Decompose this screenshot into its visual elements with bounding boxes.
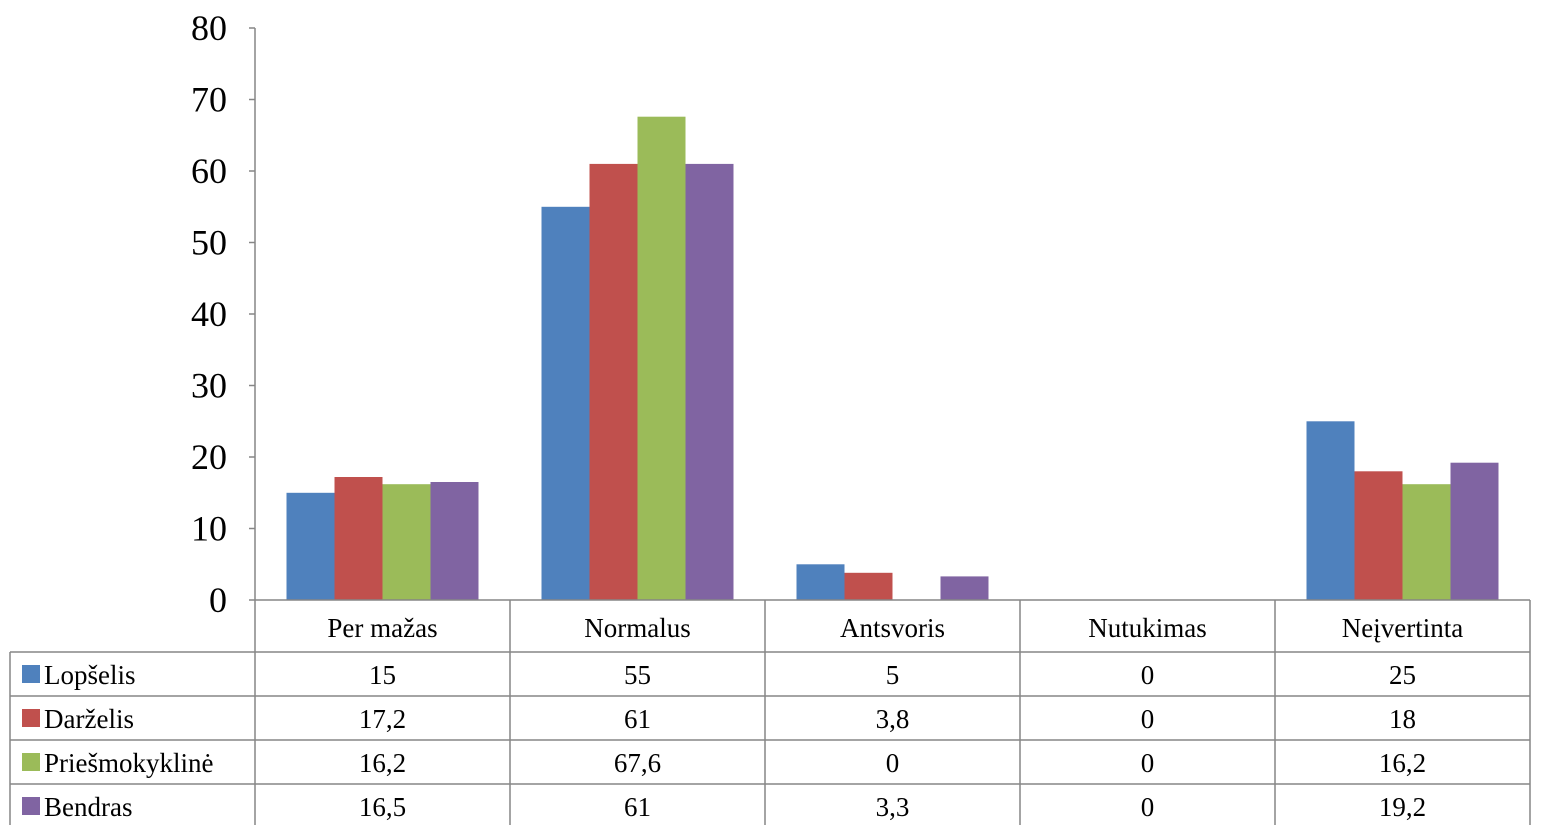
bar-priesmokykline-per-mazas (382, 484, 431, 600)
data-label: 61 (624, 704, 651, 734)
data-label: 25 (1389, 660, 1416, 690)
legend-key-bendras (22, 797, 40, 815)
bar-bendras-neivertinta (1450, 462, 1499, 600)
data-label: 16,2 (1379, 748, 1426, 778)
bar-priesmokykline-neivertinta (1402, 484, 1451, 600)
data-label: 17,2 (359, 704, 406, 734)
bar-darzelis-neivertinta (1354, 471, 1403, 600)
data-label: 3,8 (876, 704, 910, 734)
x-tick-label: Normalus (584, 613, 690, 643)
data-label: 19,2 (1379, 792, 1426, 822)
data-label: 67,6 (614, 748, 661, 778)
data-label: 0 (1141, 792, 1155, 822)
legend-label: Darželis (44, 704, 134, 734)
y-tick-label: 30 (191, 366, 227, 406)
y-tick-label: 10 (191, 509, 227, 549)
data-label: 16,5 (359, 792, 406, 822)
bar-lopselis-normalus (541, 206, 590, 601)
bar-darzelis-normalus (589, 163, 638, 600)
bar-bendras-per-mazas (430, 482, 479, 600)
data-label: 5 (886, 660, 900, 690)
legend-label: Lopšelis (44, 660, 136, 690)
data-label: 0 (1141, 748, 1155, 778)
bar-lopselis-per-mazas (286, 492, 335, 601)
y-tick-label: 70 (191, 80, 227, 120)
x-tick-label: Neįvertinta (1342, 613, 1463, 643)
legend-label: Bendras (44, 792, 132, 822)
bar-bendras-normalus (685, 163, 734, 600)
bar-darzelis-per-mazas (334, 477, 383, 600)
data-label: 15 (369, 660, 396, 690)
y-tick-label: 40 (191, 294, 227, 334)
x-tick-label: Per mažas (327, 613, 437, 643)
data-label: 61 (624, 792, 651, 822)
data-label: 55 (624, 660, 651, 690)
legend-label: Priešmokyklinė (44, 748, 214, 778)
data-label: 18 (1389, 704, 1416, 734)
x-tick-label: Nutukimas (1088, 613, 1207, 643)
bar-lopselis-neivertinta (1306, 421, 1355, 601)
legend-key-priesmokykline (22, 753, 40, 771)
legend-key-darzelis (22, 709, 40, 727)
data-label: 16,2 (359, 748, 406, 778)
y-tick-label: 20 (191, 437, 227, 477)
y-tick-label: 50 (191, 223, 227, 263)
bar-bendras-antsvoris (940, 576, 989, 600)
data-label: 0 (1141, 704, 1155, 734)
x-tick-label: Antsvoris (840, 613, 945, 643)
y-tick-label: 80 (191, 8, 227, 48)
data-label: 0 (1141, 660, 1155, 690)
y-tick-label: 60 (191, 151, 227, 191)
data-label: 3,3 (876, 792, 910, 822)
bar-darzelis-antsvoris (844, 572, 893, 600)
bar-lopselis-antsvoris (796, 564, 845, 601)
legend-key-lopselis (22, 665, 40, 683)
data-label: 0 (886, 748, 900, 778)
bar-priesmokykline-normalus (637, 116, 686, 600)
y-tick-label: 0 (209, 580, 227, 620)
